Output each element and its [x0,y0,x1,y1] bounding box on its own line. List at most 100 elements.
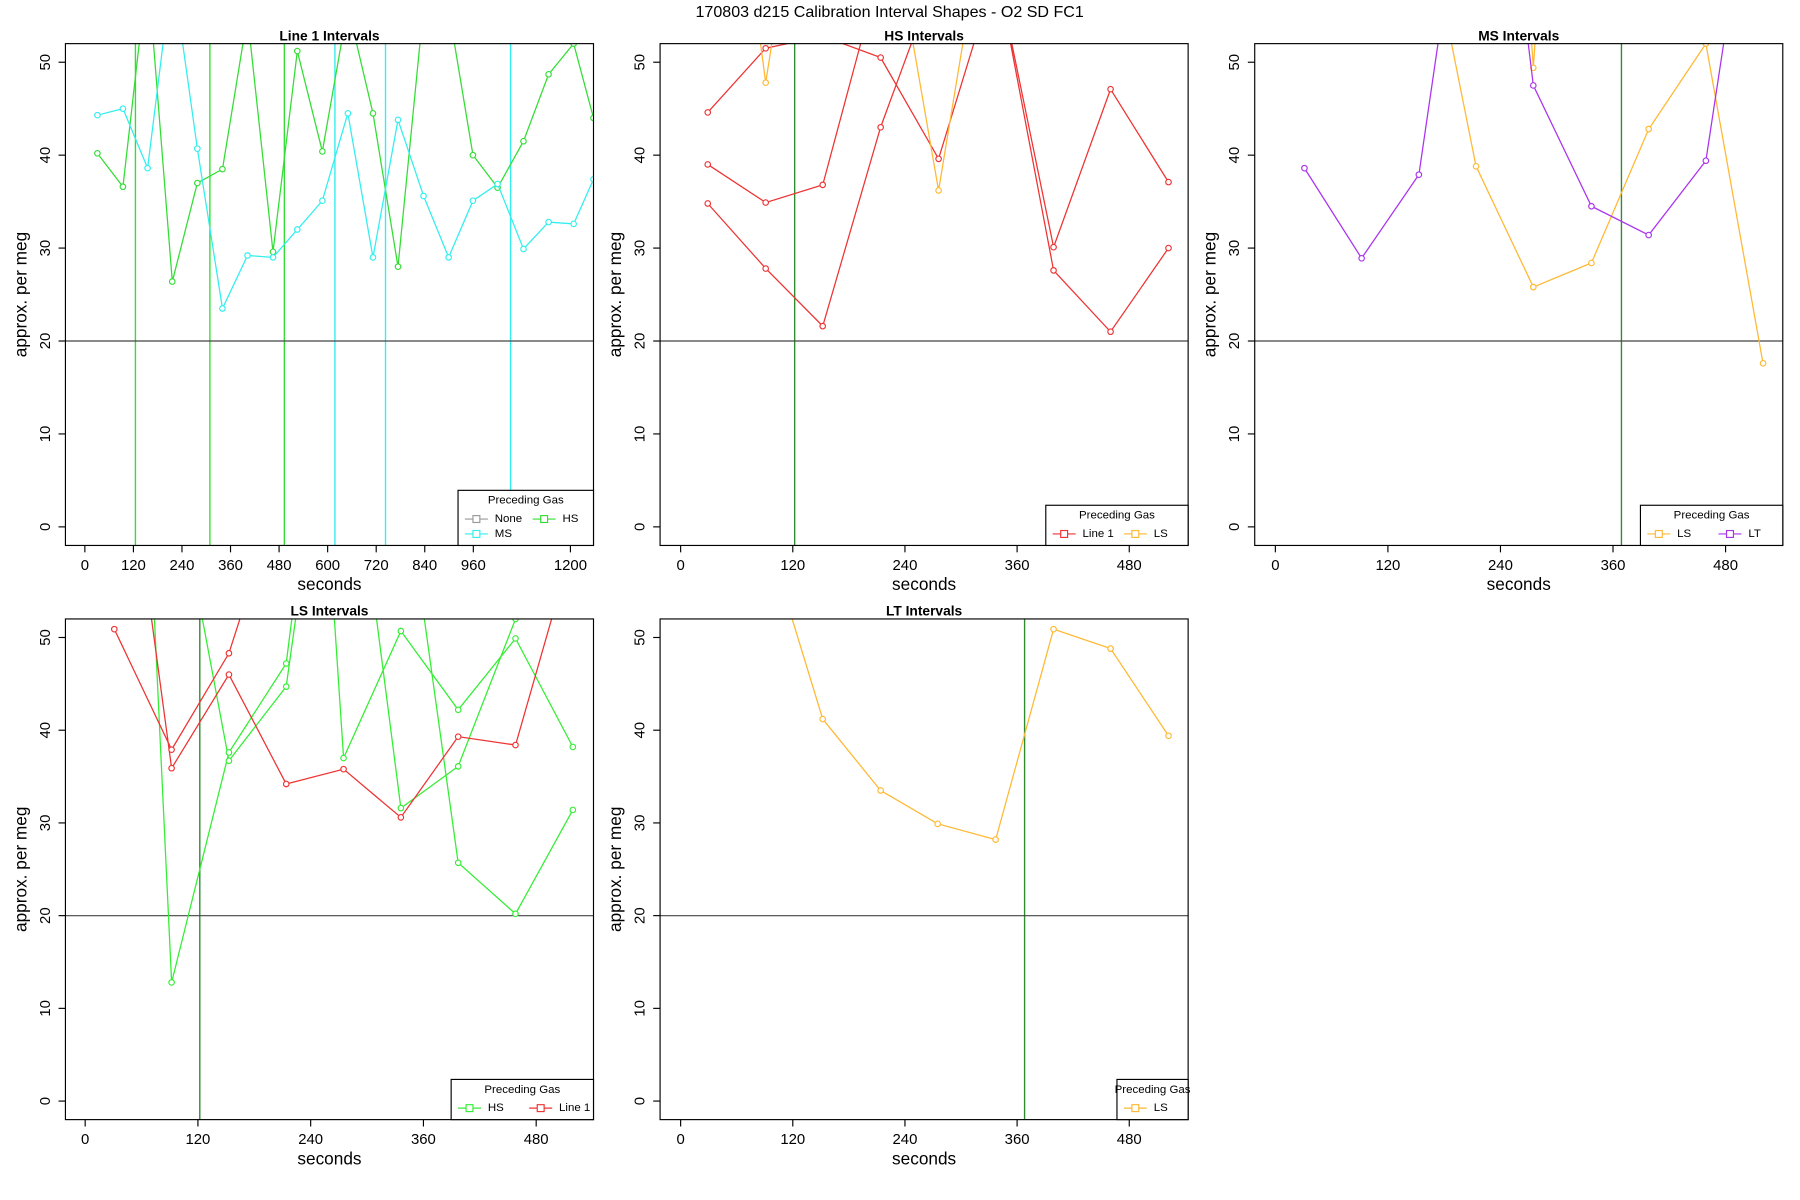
x-axis-label: seconds [297,1148,361,1168]
data-point [1165,732,1172,740]
y-tick-label: 50 [632,54,649,71]
legend-label: LS [1677,528,1691,540]
x-axis-label: seconds [1487,574,1551,594]
data-point [762,44,770,52]
data-point [394,116,402,124]
data-point [877,54,884,61]
data-point [1050,625,1057,633]
data-point [1588,259,1595,267]
legend-label: Line 1 [1083,528,1114,540]
x-tick-label: 120 [780,1131,805,1148]
data-point [369,254,377,261]
data-point [935,155,942,163]
y-tick-label: 10 [37,426,54,443]
data-point [340,754,347,762]
data-point [1472,162,1480,170]
data-point [762,265,770,272]
legend-title: Preceding Gas [1115,1084,1191,1096]
y-axis-label: approx. per meg [10,807,30,932]
data-point [244,252,251,259]
legend-marker [472,529,481,538]
x-tick-label: 240 [893,1131,918,1148]
x-tick-label: 240 [170,557,195,574]
y-tick-label: 10 [632,1000,649,1017]
series-line [791,618,1170,841]
data-point [144,164,151,172]
data-point [520,137,527,145]
x-tick-label: 0 [81,1131,89,1148]
legend-label: HS [562,513,578,525]
page-title: 170803 d215 Calibration Interval Shapes … [695,3,1083,21]
data-point [293,47,301,55]
data-point [512,741,519,749]
x-tick-label: 0 [81,557,89,574]
plot-frame [64,43,595,547]
data-point [512,618,519,623]
y-tick-label: 40 [632,722,649,739]
y-axis-label: approx. per meg [10,232,30,357]
data-point [269,248,277,256]
legend-marker [1131,1104,1140,1113]
y-tick-label: 40 [1226,147,1243,164]
data-point [1529,82,1537,89]
data-point [225,649,233,657]
data-point [1165,244,1172,252]
data-point [512,635,519,642]
data-point [397,804,405,812]
y-tick-label: 50 [1226,54,1243,71]
data-point [219,305,226,312]
y-tick-label: 30 [37,240,54,257]
legend-label: HS [488,1102,504,1114]
data-point [569,743,577,751]
data-point [282,780,290,788]
y-tick-label: 20 [1226,333,1243,350]
x-tick-label: 240 [1488,557,1513,574]
data-point [394,263,402,270]
data-point [935,187,942,194]
data-point [934,820,941,828]
y-tick-label: 20 [632,907,649,924]
panel-title: Line 1 Intervals [279,28,380,43]
legend-marker [540,515,549,524]
y-tick-label: 30 [37,815,54,832]
data-point [1415,171,1423,178]
data-point [1301,164,1308,172]
plot-frame [659,43,1189,547]
x-tick-label: 0 [676,1131,684,1148]
panel-title: HS Intervals [884,28,964,43]
legend-box [457,489,595,547]
data-point [168,746,175,754]
y-tick-label: 30 [632,815,649,832]
data-point [454,859,462,867]
legend-marker [472,515,481,524]
plot-frame [64,618,595,1121]
data-point [168,278,176,285]
data-point [819,181,827,189]
legend-label: LS [1154,528,1168,540]
x-tick-label: 120 [121,557,146,574]
y-axis-label: approx. per meg [605,232,625,357]
data-point [269,254,277,261]
data-point [469,197,477,205]
x-tick-label: 600 [315,557,340,574]
data-point [225,757,233,765]
data-point [319,197,326,205]
data-point [569,806,577,814]
x-tick-label: 240 [893,557,918,574]
data-point [1107,645,1114,652]
x-tick-label: 960 [461,557,486,574]
data-point [1645,125,1652,133]
data-point [1702,43,1710,47]
data-point [520,245,527,253]
data-point [340,765,347,773]
y-tick-label: 20 [632,333,649,350]
data-point [819,322,827,330]
y-tick-label: 20 [37,907,54,924]
x-tick-label: 480 [524,1131,549,1148]
series-line [1303,43,1725,260]
x-axis-label: seconds [892,1148,956,1168]
